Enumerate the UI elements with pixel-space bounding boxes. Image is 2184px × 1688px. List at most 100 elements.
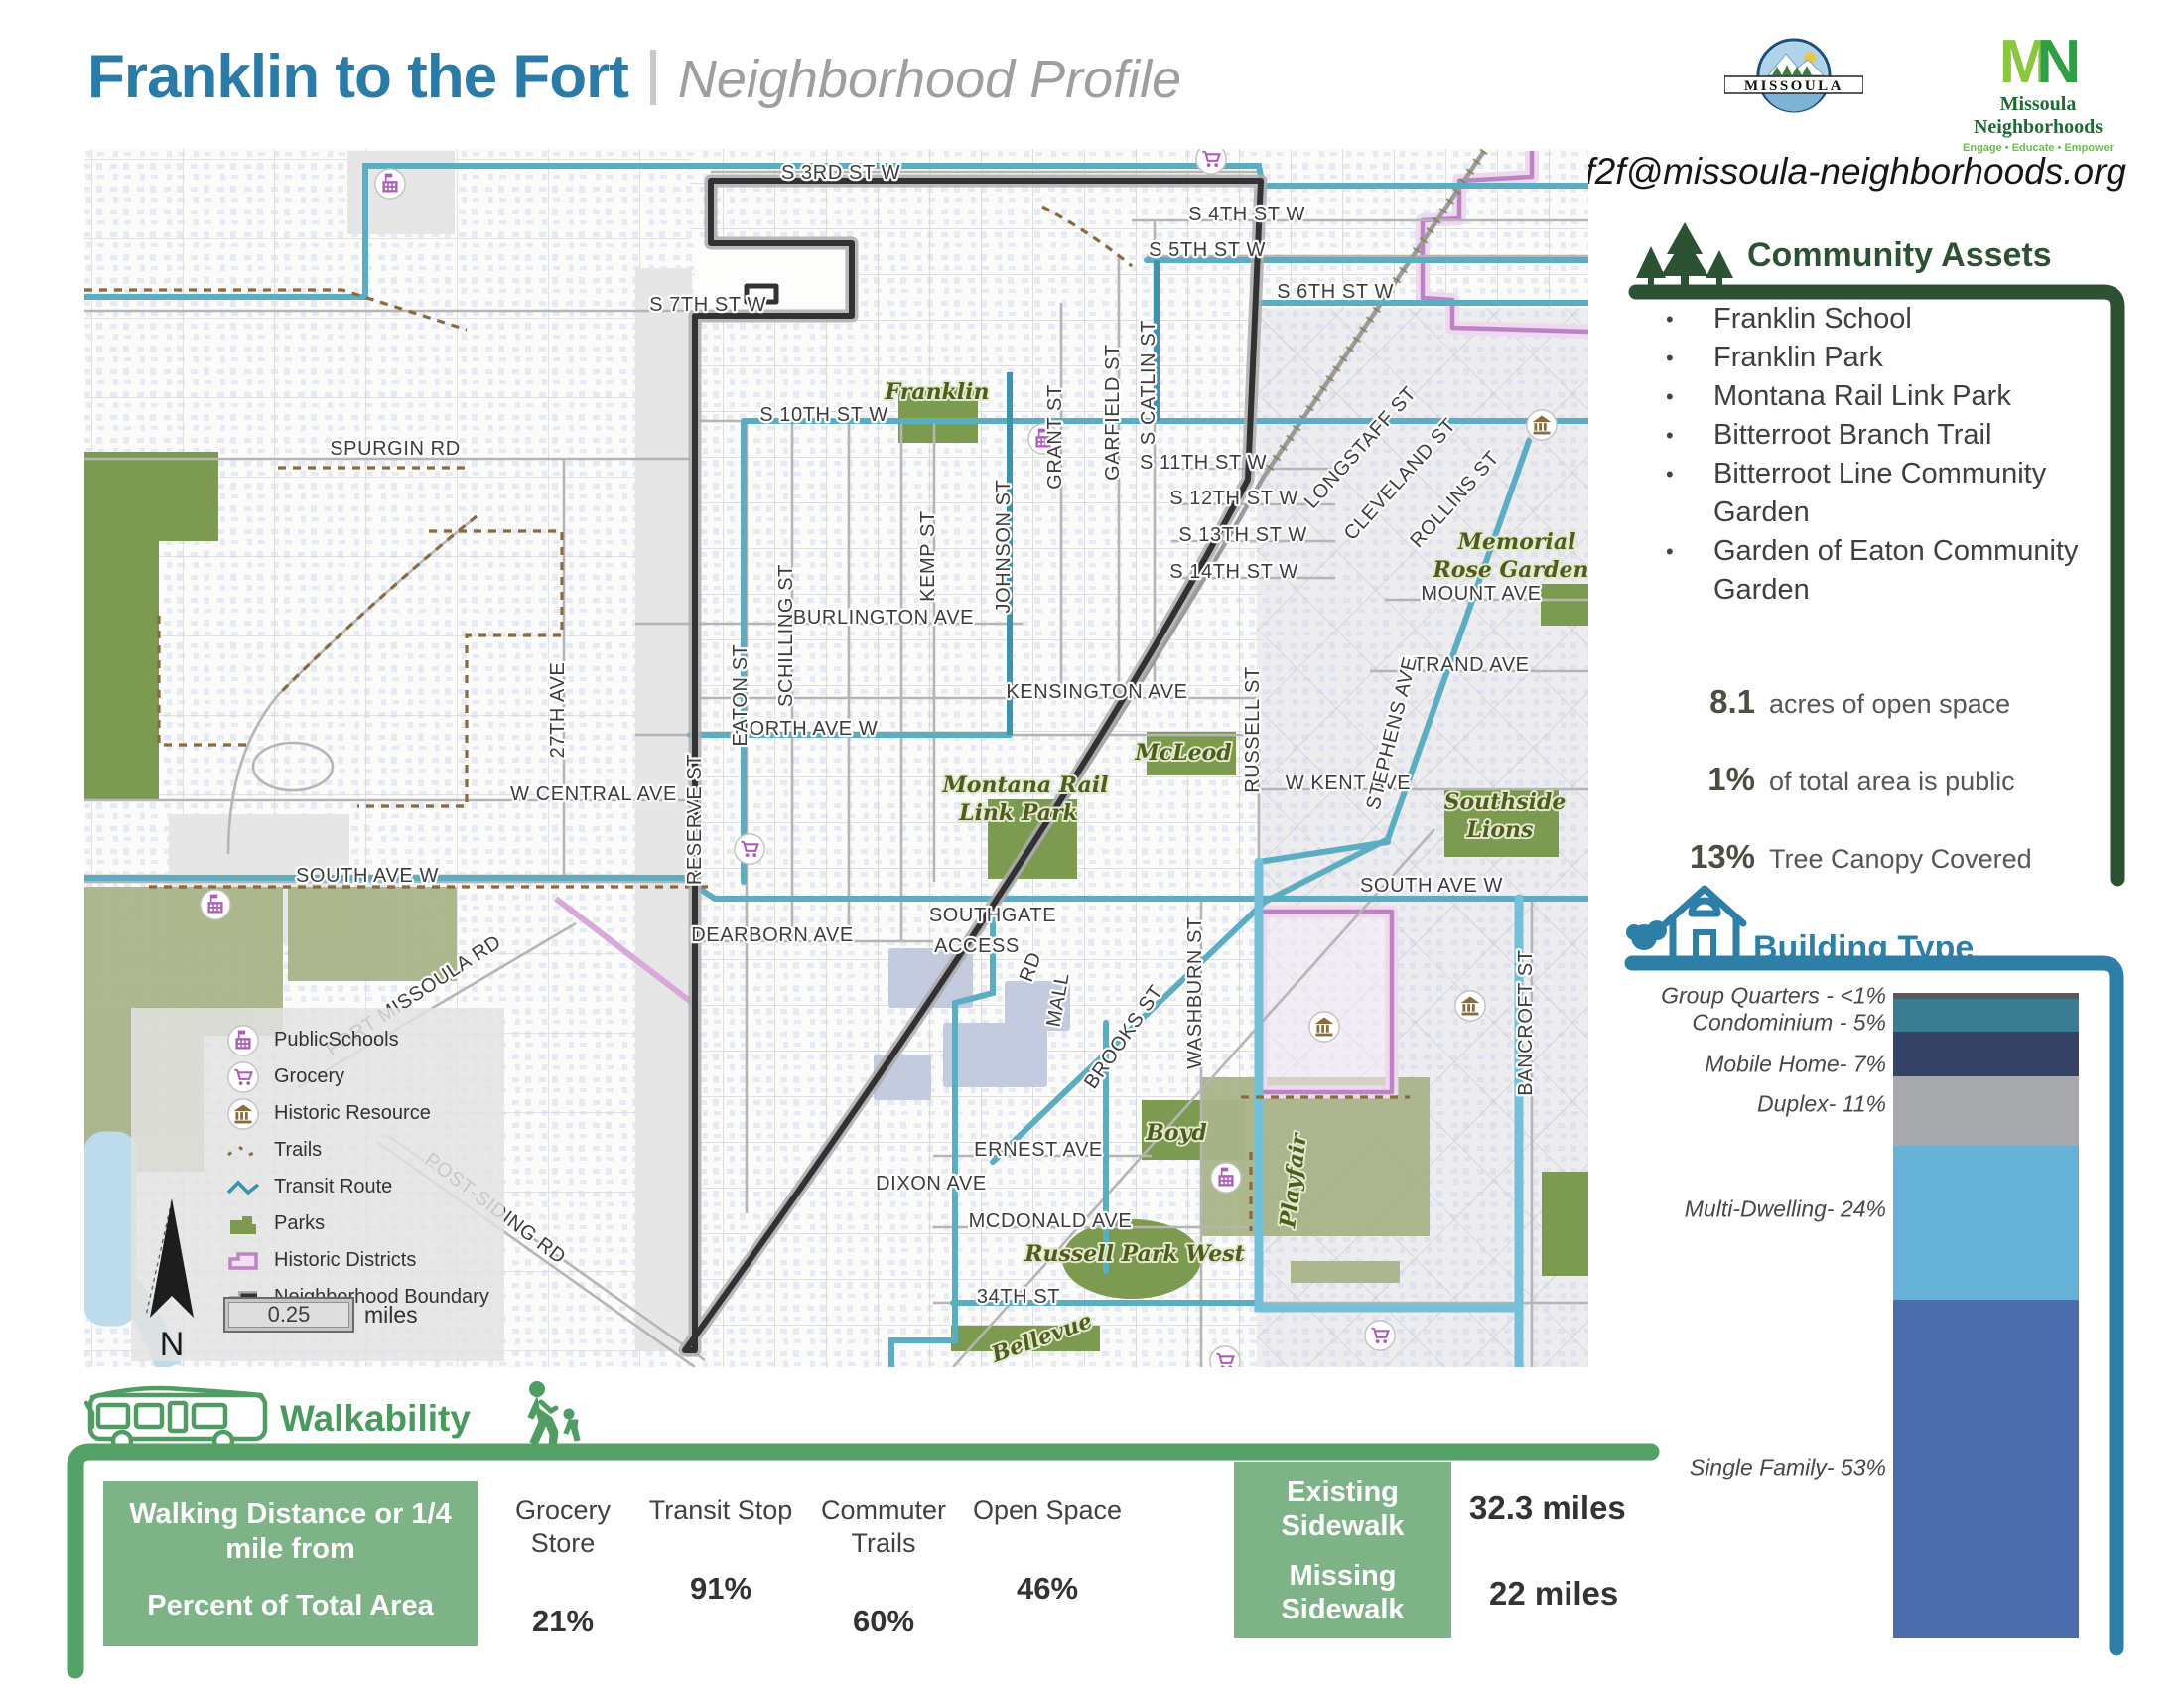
map-street-label: S 3RD ST W xyxy=(781,162,900,184)
legend-label: Trails xyxy=(274,1139,323,1161)
stat-open-space: 8.1 acres of open space xyxy=(1709,683,2011,720)
sidewalk-box: Existing Sidewalk Missing Sidewalk xyxy=(1234,1462,1451,1638)
transit-routes xyxy=(84,163,1588,1367)
building-type-label: Mobile Home- 7% xyxy=(1705,1051,1886,1077)
building-type-label: Group Quarters - <1% xyxy=(1661,982,1886,1009)
map-street-label: NORTH AVE W xyxy=(735,718,879,740)
map-street-label: W KENT AVE xyxy=(1286,773,1411,794)
map-street-label: S 5TH ST W xyxy=(1149,239,1266,261)
building-type-segment xyxy=(1893,999,2079,1032)
asset-item: Bitterroot Line Community Garden xyxy=(1656,455,2103,532)
historic-icon xyxy=(1454,990,1486,1022)
building-type-label: Single Family- 53% xyxy=(1689,1454,1886,1480)
stat-tree-canopy: 13% Tree Canopy Covered xyxy=(1689,838,2032,875)
community-assets-list: Franklin School Franklin Park Montana Ra… xyxy=(1656,300,2103,610)
historic-icon xyxy=(1526,409,1558,441)
scale-unit: miles xyxy=(364,1302,418,1328)
map-street-label: W CENTRAL AVE xyxy=(510,783,677,805)
map-street-label: BURLINGTON AVE xyxy=(793,607,974,629)
walkability-box: Walking Distance or 1/4 mile from Percen… xyxy=(103,1481,478,1646)
school-icon xyxy=(226,1024,260,1057)
map-street-label: ACCESS xyxy=(934,935,1020,957)
walkability-heading: Walkability xyxy=(280,1398,471,1439)
title-main: Franklin to the Fort xyxy=(87,43,629,111)
map-street-label: S 6TH ST W xyxy=(1277,281,1394,303)
map-street-label: S 4TH ST W xyxy=(1188,204,1305,225)
legend-row-trails: Trails xyxy=(131,1132,504,1169)
title-subtitle: Neighborhood Profile xyxy=(677,50,1182,109)
map-street-label: 34TH ST xyxy=(977,1286,1060,1308)
stat-public-area: 1% of total area is public xyxy=(1707,761,2015,797)
map-street-label: S 11TH ST W xyxy=(1140,452,1267,474)
missoula-logo-text: MISSOULA xyxy=(1744,78,1843,94)
building-type-segment xyxy=(1893,1031,2079,1076)
walkability-col-grocery: Grocery Store 21% xyxy=(514,1495,612,1638)
grocery-icon xyxy=(1194,149,1228,176)
title-divider xyxy=(649,49,656,105)
walkability-col-open-space: Open Space 46% xyxy=(972,1495,1123,1606)
map-park-label: Southside xyxy=(1444,789,1567,815)
pedestrians-icon xyxy=(527,1381,581,1449)
map-street-label: WASHBURN ST xyxy=(1184,916,1206,1069)
map-street-label: S 10TH ST W xyxy=(759,404,888,426)
building-type-label: Duplex- 11% xyxy=(1757,1090,1886,1117)
map-street-label: EATON ST xyxy=(730,644,751,747)
parks-icon xyxy=(230,1215,256,1234)
map-street-label: KEMP ST xyxy=(917,510,939,602)
grocery-icon xyxy=(733,832,766,866)
legend-row-schools: PublicSchools xyxy=(131,1022,504,1058)
building-type-bar xyxy=(1893,993,2079,1638)
map-park-label: Montana Rail xyxy=(941,773,1108,798)
map-street-label: MCDONALD AVE xyxy=(969,1210,1133,1232)
map-park-label: McLeod xyxy=(1134,740,1231,766)
neighborhood-map: S 3RD ST W S 4TH ST W S 5TH ST W S 6TH ST W… xyxy=(84,149,1588,1367)
map-street-label: JOHNSON ST xyxy=(993,480,1015,614)
grocery-icon xyxy=(226,1060,260,1094)
asset-item: Bitterroot Branch Trail xyxy=(1656,416,2103,455)
north-arrow: N xyxy=(145,1198,194,1363)
walkability-col-transit: Transit Stop 91% xyxy=(648,1495,793,1606)
community-assets-rule xyxy=(1628,284,2125,887)
pine-trees-icon xyxy=(1636,222,1733,290)
building-type-segment xyxy=(1893,1075,2079,1147)
walkability-box-line2: Percent of Total Area xyxy=(147,1590,434,1621)
legend-row-grocery: Grocery xyxy=(131,1058,504,1095)
asset-item: Franklin Park xyxy=(1656,339,2103,377)
mn-logo-letters: MN xyxy=(1998,28,2081,96)
trails xyxy=(84,205,1410,1231)
school-icon xyxy=(1210,1162,1242,1194)
missoula-city-logo: MISSOULA xyxy=(1723,38,1864,122)
map-park-label: Lions xyxy=(1466,817,1534,843)
map-street-label: SOUTH AVE W xyxy=(1360,875,1503,897)
asset-item: Franklin School xyxy=(1656,300,2103,339)
transit-route-icon xyxy=(226,1179,260,1195)
map-street-label: S 12TH ST W xyxy=(1169,488,1298,509)
map-street-label: SOUTH AVE W xyxy=(296,865,439,887)
building-type-segment xyxy=(1893,1299,2079,1638)
grocery-icon xyxy=(1363,1319,1397,1352)
community-assets-heading: Community Assets xyxy=(1747,236,2052,274)
mn-logo-name: Missoula Neighborhoods xyxy=(1973,93,2104,138)
school-icon xyxy=(200,889,231,920)
map-street-label: BANCROFT ST xyxy=(1515,949,1537,1095)
scale-value: 0.25 xyxy=(228,1302,349,1328)
mn-logo-tagline: Engage • Educate • Empower xyxy=(1963,142,2114,154)
map-street-label: DEARBORN AVE xyxy=(691,924,854,946)
map-park-label: Russell Park West xyxy=(1024,1241,1245,1267)
legend-label: Transit Route xyxy=(274,1176,393,1197)
legend-row-transit: Transit Route xyxy=(131,1169,504,1205)
map-parks xyxy=(84,387,1588,1351)
walkability-rule xyxy=(67,1443,1660,1679)
neighborhood-boundary xyxy=(678,174,1268,1357)
legend-row-districts: Historic Districts xyxy=(131,1242,504,1279)
missing-sidewalk-label: Missing Sidewalk xyxy=(1281,1560,1405,1625)
map-park-label: Franklin xyxy=(884,379,989,405)
building-type-label: Condominium - 5% xyxy=(1692,1009,1886,1036)
contact-email[interactable]: f2f@missoula-neighborhoods.org xyxy=(1584,151,2126,192)
legend-row-parks: Parks xyxy=(131,1205,504,1242)
building-type-rule xyxy=(1624,955,2124,1656)
legend-label: Historic Resource xyxy=(274,1102,431,1124)
building-type-segment xyxy=(1893,993,2079,1000)
missoula-neighborhoods-logo: MN Missoula Neighborhoods Engage • Educa… xyxy=(1944,28,2132,155)
